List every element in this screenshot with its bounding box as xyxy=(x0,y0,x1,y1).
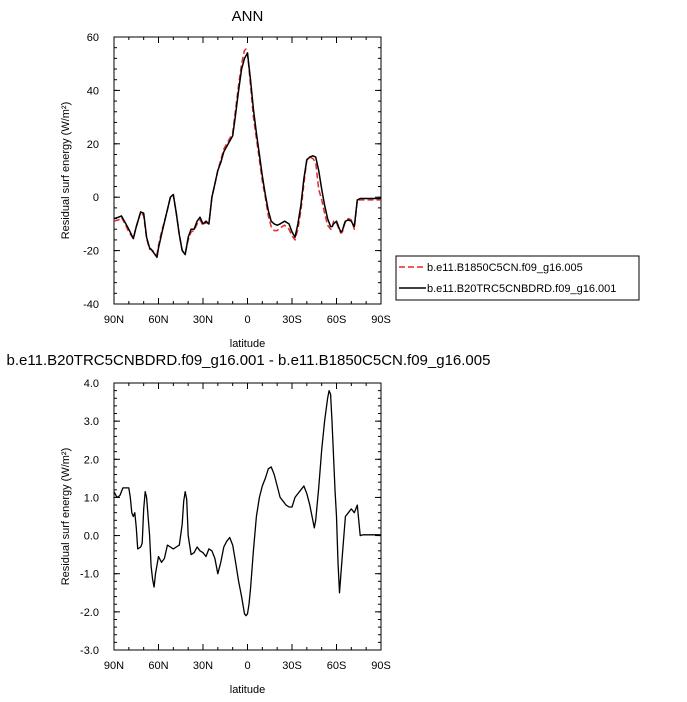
bottom-x-tick-label: 60N xyxy=(148,660,168,672)
bottom-y-tick-label: 3.0 xyxy=(84,416,99,428)
bottom-x-axis-label: latitude xyxy=(230,684,265,696)
top-x-tick-label: 0 xyxy=(244,314,250,326)
top-y-tick-label: -40 xyxy=(83,299,99,311)
bottom-y-axis-label: Residual surf energy (W/m²) xyxy=(60,448,72,586)
bottom-x-tick-label: 0 xyxy=(244,660,250,672)
bottom-y-tick-label: 4.0 xyxy=(84,378,99,390)
top-x-tick-label: 90S xyxy=(371,314,391,326)
bottom-panel: b.e11.B20TRC5CNBDRD.f09_g16.001 - b.e11.… xyxy=(7,352,491,696)
legend-label-0: b.e11.B1850C5CN.f09_g16.005 xyxy=(427,262,583,274)
bottom-y-tick-label: -3.0 xyxy=(80,645,99,657)
top-x-tick-label: 90N xyxy=(104,314,124,326)
top-x-tick-label: 30S xyxy=(282,314,302,326)
bottom-x-tick-label: 90S xyxy=(371,660,391,672)
top-y-axis-label: Residual surf energy (W/m²) xyxy=(60,102,72,240)
top-x-tick-label: 60S xyxy=(327,314,347,326)
top-y-tick-label: 40 xyxy=(87,85,99,97)
bottom-y-tick-label: -1.0 xyxy=(80,569,99,581)
top-x-tick-label: 60N xyxy=(148,314,168,326)
bottom-x-tick-label: 90N xyxy=(104,660,124,672)
top-y-tick-label: -20 xyxy=(83,246,99,258)
bottom-y-tick-label: -2.0 xyxy=(80,607,99,619)
top-x-tick-label: 30N xyxy=(193,314,213,326)
bottom-chart-title: b.e11.B20TRC5CNBDRD.f09_g16.001 - b.e11.… xyxy=(7,352,491,369)
bottom-x-tick-label: 60S xyxy=(327,660,347,672)
top-series-line-0 xyxy=(114,48,381,256)
top-y-tick-label: 0 xyxy=(93,192,99,204)
bottom-x-tick-label: 30N xyxy=(193,660,213,672)
bottom-y-tick-label: 1.0 xyxy=(84,492,99,504)
top-panel: ANN 90N 60N 30N 0 30S 60S 90S -40 -20 0 20 40 60 latit… xyxy=(60,8,640,350)
bottom-x-tick-label: 30S xyxy=(282,660,302,672)
bottom-y-tick-label: 0.0 xyxy=(84,531,99,543)
legend-label-1: b.e11.B20TRC5CNBDRD.f09_g16.001 xyxy=(427,283,616,295)
top-y-tick-label: 20 xyxy=(87,139,99,151)
top-y-tick-label: 60 xyxy=(87,32,99,44)
top-chart-title: ANN xyxy=(232,8,264,25)
top-x-axis-label: latitude xyxy=(230,338,265,350)
top-plot-frame xyxy=(113,36,382,305)
bottom-series-line-0 xyxy=(114,389,381,617)
top-series-line-1 xyxy=(114,52,381,259)
bottom-y-tick-label: 2.0 xyxy=(84,454,99,466)
legend-box xyxy=(395,255,640,301)
